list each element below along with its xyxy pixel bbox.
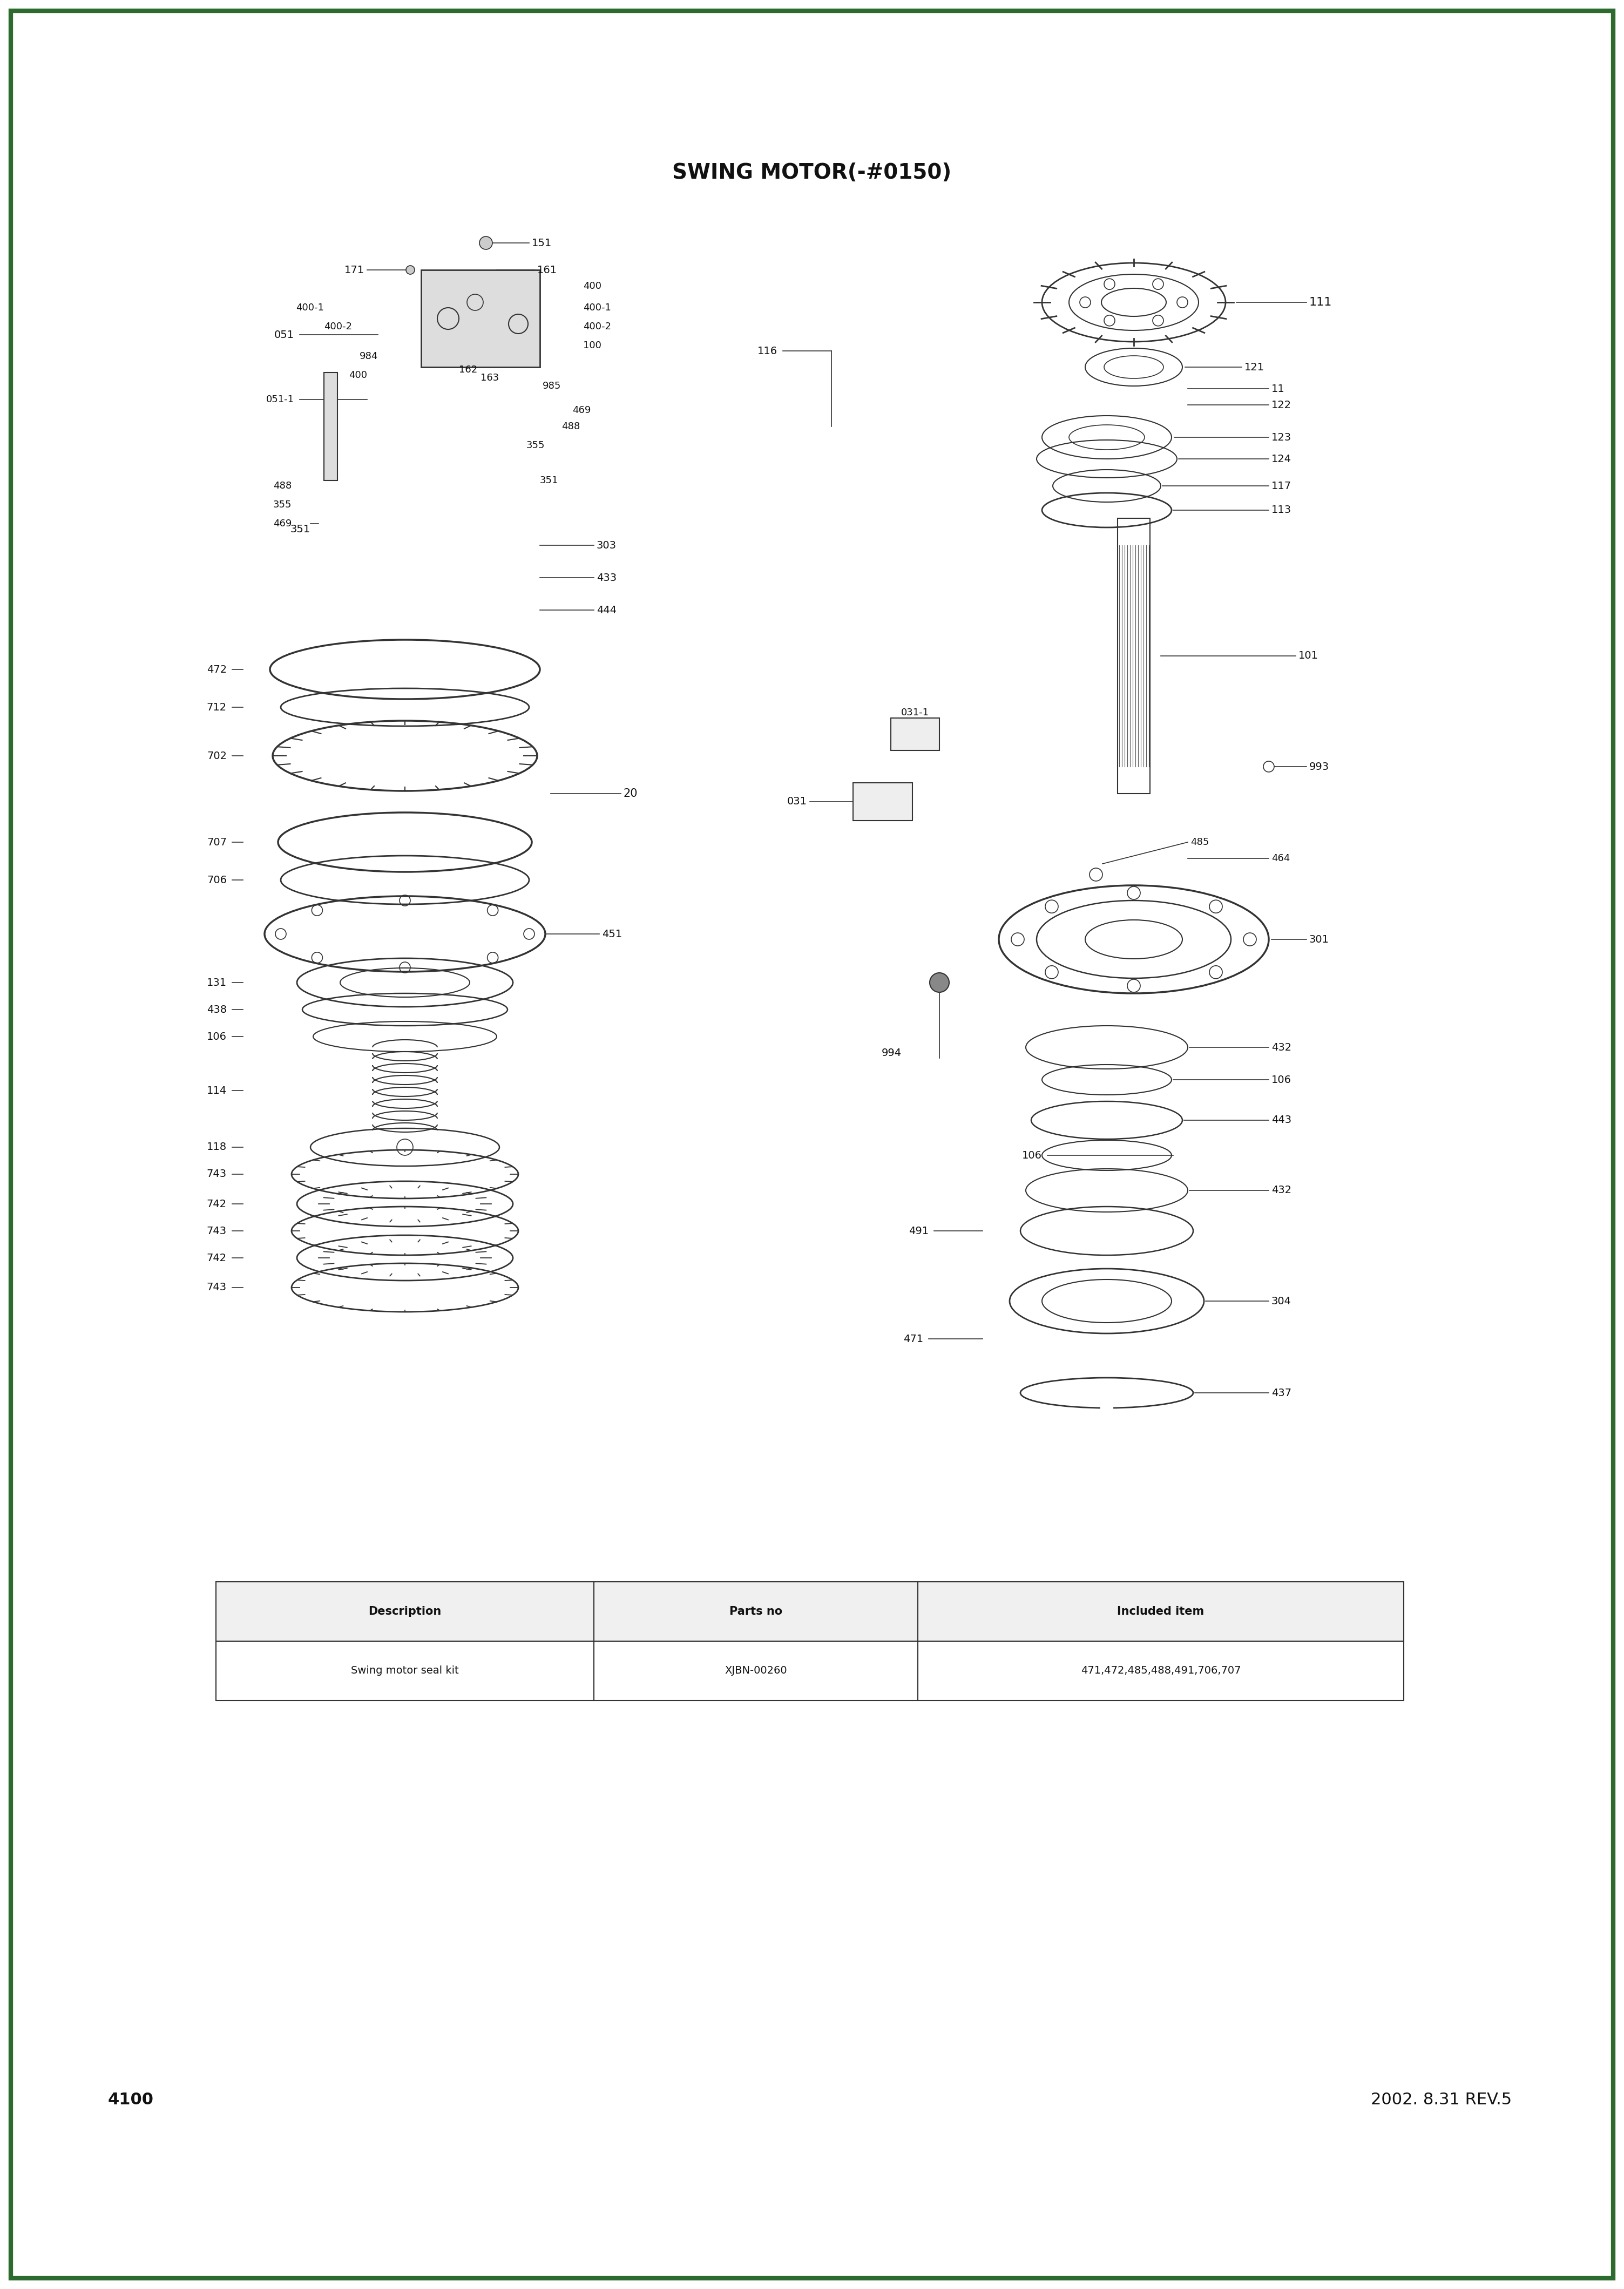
Text: Parts no: Parts no xyxy=(729,1607,783,1616)
Text: 707: 707 xyxy=(206,838,227,847)
Bar xyxy=(1117,517,1150,794)
Bar xyxy=(323,373,338,481)
Text: 743: 743 xyxy=(206,1225,227,1236)
Text: 742: 742 xyxy=(206,1252,227,1264)
Text: 485: 485 xyxy=(1190,838,1208,847)
Text: 100: 100 xyxy=(583,341,601,350)
Bar xyxy=(853,783,913,819)
Circle shape xyxy=(929,973,948,991)
Text: 985: 985 xyxy=(542,382,562,391)
Text: 131: 131 xyxy=(206,977,227,987)
Text: 121: 121 xyxy=(1244,362,1265,373)
Text: 114: 114 xyxy=(206,1085,227,1096)
Text: 444: 444 xyxy=(596,604,617,616)
Text: 4100: 4100 xyxy=(107,2092,154,2108)
Text: 106: 106 xyxy=(206,1032,227,1041)
Text: 031-1: 031-1 xyxy=(901,707,929,716)
Text: 491: 491 xyxy=(908,1225,929,1236)
Text: 400: 400 xyxy=(583,282,601,291)
Text: 464: 464 xyxy=(1272,854,1289,863)
Text: 171: 171 xyxy=(344,266,364,275)
Bar xyxy=(594,1641,918,1701)
Text: 303: 303 xyxy=(596,540,617,549)
Text: 438: 438 xyxy=(206,1005,227,1014)
Text: SWING MOTOR(-#0150): SWING MOTOR(-#0150) xyxy=(672,163,952,183)
Text: 301: 301 xyxy=(1309,934,1328,945)
Text: 712: 712 xyxy=(206,703,227,712)
Text: 151: 151 xyxy=(531,238,552,247)
Text: 161: 161 xyxy=(538,266,557,275)
Text: 162: 162 xyxy=(460,364,477,375)
Text: 355: 355 xyxy=(526,439,546,451)
Bar xyxy=(892,719,939,751)
Text: 400: 400 xyxy=(349,371,367,380)
Text: Description: Description xyxy=(369,1607,442,1616)
Text: 051: 051 xyxy=(274,330,294,339)
Text: 400-2: 400-2 xyxy=(323,323,352,332)
Text: 471,472,485,488,491,706,707: 471,472,485,488,491,706,707 xyxy=(1080,1666,1241,1676)
Text: 051-1: 051-1 xyxy=(266,394,294,405)
Text: 111: 111 xyxy=(1309,298,1332,307)
Text: 472: 472 xyxy=(206,664,227,675)
Text: 443: 443 xyxy=(1272,1115,1291,1126)
Text: 20: 20 xyxy=(624,787,638,799)
Text: 702: 702 xyxy=(206,751,227,760)
Text: 118: 118 xyxy=(206,1142,227,1151)
Text: 993: 993 xyxy=(1309,762,1330,771)
Text: 304: 304 xyxy=(1272,1296,1291,1307)
Text: 101: 101 xyxy=(1299,650,1319,662)
Text: 116: 116 xyxy=(757,346,778,357)
Text: 984: 984 xyxy=(359,353,378,362)
Bar xyxy=(918,1641,1403,1701)
Text: Included item: Included item xyxy=(1117,1607,1205,1616)
Text: 106: 106 xyxy=(1272,1074,1291,1085)
Text: 432: 432 xyxy=(1272,1041,1291,1053)
Text: 433: 433 xyxy=(596,572,617,584)
Bar xyxy=(421,270,539,366)
Text: 742: 742 xyxy=(206,1199,227,1209)
Text: 106: 106 xyxy=(1021,1149,1043,1161)
Text: 117: 117 xyxy=(1272,481,1291,492)
Text: 400-1: 400-1 xyxy=(583,302,611,314)
Circle shape xyxy=(406,266,414,275)
Text: 123: 123 xyxy=(1272,433,1291,442)
Text: 469: 469 xyxy=(273,520,292,529)
Text: 351: 351 xyxy=(291,524,310,533)
Bar xyxy=(918,1582,1403,1641)
Text: 451: 451 xyxy=(603,929,622,938)
Text: 469: 469 xyxy=(572,405,591,414)
Text: 351: 351 xyxy=(539,476,559,485)
Text: 122: 122 xyxy=(1272,401,1291,410)
Text: 488: 488 xyxy=(273,481,292,490)
Text: XJBN-00260: XJBN-00260 xyxy=(724,1666,788,1676)
Text: 11: 11 xyxy=(1272,385,1285,394)
Text: 2002. 8.31 REV.5: 2002. 8.31 REV.5 xyxy=(1371,2092,1512,2108)
Text: 432: 432 xyxy=(1272,1186,1291,1195)
Bar xyxy=(594,1582,918,1641)
Text: 437: 437 xyxy=(1272,1387,1291,1399)
Text: 113: 113 xyxy=(1272,506,1291,515)
Text: 163: 163 xyxy=(481,373,499,382)
Bar xyxy=(216,1641,594,1701)
Text: 031: 031 xyxy=(788,797,807,806)
Text: 355: 355 xyxy=(273,499,292,510)
Text: Swing motor seal kit: Swing motor seal kit xyxy=(351,1666,460,1676)
Text: 471: 471 xyxy=(903,1334,922,1344)
Text: 124: 124 xyxy=(1272,453,1291,465)
Circle shape xyxy=(479,236,492,250)
Text: 743: 743 xyxy=(206,1170,227,1179)
Text: 400-2: 400-2 xyxy=(583,323,611,332)
Text: 488: 488 xyxy=(562,421,580,430)
Bar xyxy=(216,1582,594,1641)
Text: 706: 706 xyxy=(206,874,227,886)
Text: 743: 743 xyxy=(206,1282,227,1293)
Text: 994: 994 xyxy=(882,1048,901,1058)
Text: 400-1: 400-1 xyxy=(296,302,323,314)
